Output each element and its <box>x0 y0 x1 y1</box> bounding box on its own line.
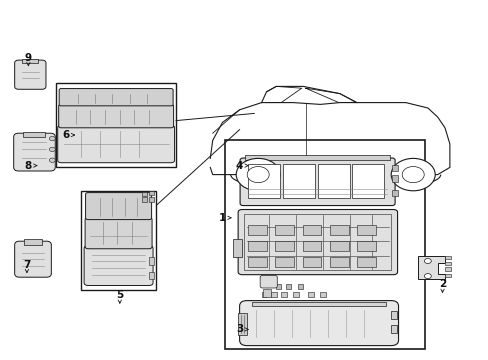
Text: 5: 5 <box>116 290 123 300</box>
FancyBboxPatch shape <box>238 210 397 275</box>
Bar <box>245 155 389 160</box>
Bar <box>149 191 154 195</box>
Bar <box>23 132 45 137</box>
Circle shape <box>247 166 269 183</box>
Bar <box>444 274 450 277</box>
Text: 1: 1 <box>219 213 225 223</box>
Bar <box>276 284 281 289</box>
Bar <box>282 164 314 198</box>
Bar <box>329 241 348 251</box>
Bar <box>307 292 313 297</box>
Bar <box>275 225 293 235</box>
Circle shape <box>49 147 55 152</box>
Bar <box>390 311 396 319</box>
Bar <box>81 191 156 290</box>
Bar <box>302 257 321 267</box>
Bar <box>149 257 154 265</box>
Bar <box>247 225 266 235</box>
Bar <box>390 325 396 333</box>
Bar <box>149 272 154 279</box>
FancyBboxPatch shape <box>239 301 398 346</box>
Text: 7: 7 <box>23 260 31 270</box>
Text: 6: 6 <box>62 130 69 140</box>
Bar <box>22 59 38 63</box>
Bar <box>352 164 384 198</box>
FancyBboxPatch shape <box>260 275 277 288</box>
Bar <box>238 313 246 335</box>
Bar <box>262 289 271 297</box>
Bar <box>233 239 242 257</box>
FancyBboxPatch shape <box>15 60 46 89</box>
Bar <box>444 262 450 265</box>
FancyBboxPatch shape <box>59 104 173 128</box>
Bar <box>357 241 375 251</box>
Bar <box>317 164 349 198</box>
Bar <box>357 225 375 235</box>
Bar <box>142 197 146 202</box>
Bar <box>244 214 390 270</box>
Bar <box>271 292 277 297</box>
Bar <box>302 241 321 251</box>
Bar <box>320 292 325 297</box>
Bar <box>224 140 425 349</box>
FancyBboxPatch shape <box>84 246 153 285</box>
FancyBboxPatch shape <box>85 217 152 249</box>
FancyBboxPatch shape <box>59 89 173 106</box>
Text: 9: 9 <box>25 53 32 63</box>
Bar <box>275 241 293 251</box>
FancyBboxPatch shape <box>14 133 55 171</box>
Bar <box>329 225 348 235</box>
Bar <box>261 292 267 297</box>
Text: 4: 4 <box>235 161 243 171</box>
Bar <box>444 267 450 271</box>
Bar <box>275 257 293 267</box>
Bar <box>142 192 146 196</box>
Circle shape <box>424 258 430 264</box>
Circle shape <box>424 274 430 279</box>
Bar <box>251 302 386 306</box>
Bar <box>247 164 279 198</box>
Bar <box>56 83 176 167</box>
Bar <box>24 239 41 245</box>
Circle shape <box>390 158 434 191</box>
FancyBboxPatch shape <box>15 241 51 277</box>
Circle shape <box>49 158 55 162</box>
Bar <box>357 257 375 267</box>
Polygon shape <box>417 256 444 279</box>
FancyBboxPatch shape <box>85 193 151 220</box>
Text: 8: 8 <box>25 161 32 171</box>
Bar <box>149 197 154 202</box>
Bar <box>391 175 397 182</box>
Bar <box>247 241 266 251</box>
Circle shape <box>49 136 55 141</box>
Text: 2: 2 <box>438 279 445 289</box>
Bar <box>391 165 397 171</box>
FancyBboxPatch shape <box>58 125 174 163</box>
Circle shape <box>236 158 280 191</box>
Circle shape <box>401 166 423 183</box>
Bar <box>329 257 348 267</box>
Bar <box>247 257 266 267</box>
FancyBboxPatch shape <box>240 158 394 206</box>
Bar <box>285 284 290 289</box>
Bar <box>444 256 450 259</box>
Bar <box>298 284 303 289</box>
Bar <box>391 190 397 196</box>
Bar <box>293 292 299 297</box>
Bar <box>281 292 286 297</box>
Text: 3: 3 <box>236 324 243 334</box>
Bar <box>302 225 321 235</box>
